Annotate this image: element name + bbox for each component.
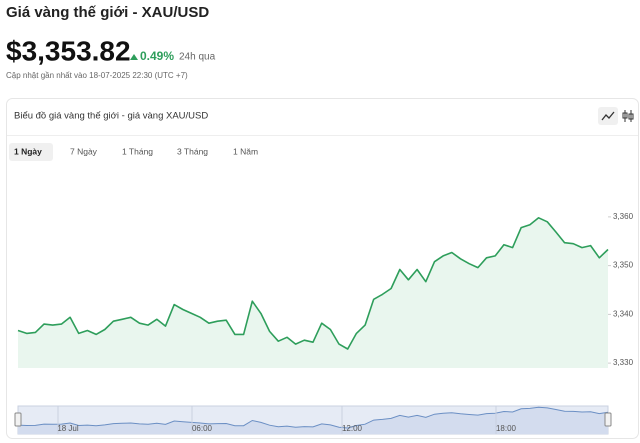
navigator-label: 18 Jul bbox=[57, 424, 79, 433]
line-icon bbox=[601, 111, 615, 121]
y-tick-label: 3,340 bbox=[613, 309, 634, 318]
page-title: Giá vàng thế giới - XAU/USD bbox=[6, 4, 209, 21]
y-tick-label: 3,330 bbox=[613, 358, 634, 367]
period: 24h qua bbox=[179, 52, 216, 63]
navigator-handle[interactable] bbox=[604, 412, 612, 427]
candle-mode-button[interactable] bbox=[622, 110, 634, 122]
navigator-label: 06:00 bbox=[192, 424, 213, 433]
y-tick-label: 3,360 bbox=[613, 212, 634, 221]
tab[interactable]: 1 Tháng bbox=[122, 146, 153, 156]
line bbox=[17, 217, 609, 350]
navigator-line bbox=[17, 406, 609, 429]
tab-selected-bg bbox=[9, 143, 53, 161]
navigator-label: 12:00 bbox=[342, 424, 363, 433]
tab[interactable]: 7 Ngày bbox=[70, 146, 98, 156]
change: 0.49% bbox=[140, 49, 174, 63]
price: $3,353.82 bbox=[6, 35, 131, 66]
tab[interactable]: 1 Ngày bbox=[14, 146, 42, 156]
tab[interactable]: 1 Năm bbox=[233, 146, 258, 156]
tab[interactable]: 3 Tháng bbox=[177, 146, 208, 156]
y-tick-label: 3,350 bbox=[613, 261, 634, 270]
navigator-label: 18:00 bbox=[496, 424, 517, 433]
navigator-handle[interactable] bbox=[14, 412, 22, 427]
up-icon bbox=[130, 54, 138, 60]
line-mode-button[interactable] bbox=[598, 107, 618, 125]
area bbox=[18, 217, 608, 368]
updated: Cập nhật gần nhất vào 18-07-2025 22:30 (… bbox=[6, 71, 188, 80]
chart-title: Biểu đồ giá vàng thế giới - giá vàng XAU… bbox=[14, 111, 208, 122]
